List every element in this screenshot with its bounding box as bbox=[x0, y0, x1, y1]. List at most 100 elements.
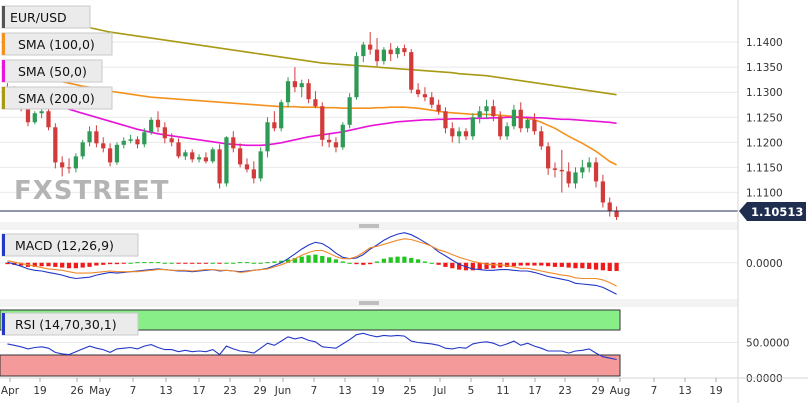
macd-bar bbox=[224, 262, 229, 264]
candle-body bbox=[279, 102, 284, 129]
macd-bar bbox=[333, 259, 339, 263]
legend-marker bbox=[2, 6, 5, 28]
macd-bar bbox=[210, 262, 215, 264]
y-tick-label: 1.1250 bbox=[746, 112, 783, 124]
macd-bar bbox=[491, 262, 496, 269]
macd-bar bbox=[18, 262, 24, 266]
candle-body bbox=[299, 83, 304, 88]
macd-bar bbox=[600, 262, 606, 271]
candle-body bbox=[121, 140, 126, 145]
legend-sma-50[interactable]: SMA (50,0) bbox=[1, 59, 103, 83]
candle-body bbox=[559, 169, 564, 172]
legend-macd[interactable]: MACD (12,26,9) bbox=[1, 233, 139, 257]
candle-body bbox=[46, 111, 51, 128]
legend-rsi[interactable]: RSI (14,70,30,1) bbox=[1, 312, 139, 336]
price-y-axis: 1.1400 1.1350 1.1300 1.1250 1.1200 1.1150 1.11… bbox=[746, 37, 783, 199]
macd-bar bbox=[169, 262, 174, 264]
panel-splitter[interactable] bbox=[0, 222, 738, 230]
candle-body bbox=[498, 116, 503, 137]
panel-splitter[interactable] bbox=[0, 299, 738, 307]
candle-body bbox=[450, 128, 455, 137]
macd-bar bbox=[539, 262, 544, 266]
y-tick-label: 1.1300 bbox=[746, 87, 783, 99]
rsi-overbought-zone bbox=[0, 309, 621, 331]
candle-body bbox=[463, 131, 469, 137]
macd-bar bbox=[306, 255, 311, 263]
macd-bar bbox=[402, 256, 407, 263]
candle-body bbox=[53, 127, 58, 163]
last-price-tag: 1.10513 bbox=[739, 202, 806, 221]
legend-sma-200[interactable]: SMA (200,0) bbox=[1, 86, 113, 110]
macd-bar bbox=[593, 262, 599, 270]
candle-body bbox=[149, 119, 154, 133]
macd-bar bbox=[101, 262, 106, 265]
rsi-oversold-zone bbox=[0, 354, 621, 377]
x-tick-label: 26 bbox=[70, 385, 84, 397]
y-tick-label: 1.1200 bbox=[746, 137, 783, 149]
last-price-label: 1.10513 bbox=[751, 205, 803, 219]
candle-body bbox=[326, 139, 332, 143]
macd-bar bbox=[155, 262, 161, 264]
macd-bar bbox=[415, 259, 421, 263]
macd-bar bbox=[580, 262, 585, 269]
macd-bar bbox=[374, 261, 380, 263]
candle-body bbox=[107, 148, 113, 163]
candle-body bbox=[388, 49, 393, 55]
candle-body bbox=[409, 52, 414, 90]
candle-body bbox=[347, 97, 352, 125]
macd-bar bbox=[203, 262, 209, 264]
x-tick-label: 29 bbox=[253, 385, 266, 397]
macd-bar bbox=[149, 262, 154, 264]
candle-body bbox=[101, 143, 106, 149]
macd-line bbox=[7, 232, 617, 295]
macd-bar bbox=[320, 255, 325, 263]
x-tick-label: 13 bbox=[678, 385, 691, 397]
macd-bar bbox=[135, 262, 140, 264]
macd-panel: 0.0000 MACD (12,26,9) bbox=[0, 232, 783, 295]
y-tick-label: 1.1400 bbox=[746, 37, 783, 49]
legend-marker bbox=[2, 33, 5, 55]
candle-body bbox=[600, 181, 606, 203]
macd-bar bbox=[566, 262, 571, 268]
legend-eurusd[interactable]: EUR/USD bbox=[1, 5, 91, 29]
candle-body bbox=[176, 142, 181, 157]
macd-bar bbox=[121, 262, 126, 264]
macd-bar bbox=[238, 262, 243, 264]
macd-bar bbox=[422, 261, 428, 263]
macd-bar bbox=[354, 262, 359, 265]
macd-bar bbox=[162, 262, 167, 264]
y-tick-label: 1.1100 bbox=[746, 187, 783, 199]
candle-body bbox=[368, 44, 373, 50]
macd-bar bbox=[326, 257, 332, 263]
candle-body bbox=[272, 122, 277, 129]
x-tick-label: 13 bbox=[338, 385, 351, 397]
splitter-bar bbox=[0, 299, 738, 307]
x-tick-label: 23 bbox=[558, 385, 571, 397]
candle-body bbox=[374, 49, 380, 62]
candle-body bbox=[210, 149, 215, 162]
legend-sma-100[interactable]: SMA (100,0) bbox=[1, 32, 113, 56]
price-grid bbox=[0, 41, 738, 193]
macd-bar bbox=[32, 262, 37, 267]
rsi-y-axis: 50.0000 0.0000 bbox=[746, 338, 789, 386]
candle-body bbox=[320, 106, 325, 140]
x-tick-label: 25 bbox=[403, 385, 416, 397]
rsi-line bbox=[7, 332, 617, 361]
macd-bar bbox=[107, 262, 113, 265]
candle-body bbox=[244, 164, 250, 170]
legend-sma-200-label: SMA (200,0) bbox=[18, 91, 95, 106]
macd-bar bbox=[272, 261, 277, 263]
macd-bar bbox=[395, 256, 400, 263]
macd-bar bbox=[614, 262, 619, 271]
legend-marker bbox=[2, 60, 5, 82]
macd-bar bbox=[251, 262, 256, 264]
x-tick-label: 5 bbox=[468, 385, 475, 397]
macd-bar bbox=[244, 262, 250, 264]
x-tick-label: Aug bbox=[610, 385, 631, 397]
y-tick-label: 0.0000 bbox=[746, 258, 783, 270]
macd-bar bbox=[511, 262, 517, 267]
macd-bar bbox=[80, 262, 85, 268]
x-tick-label: 7 bbox=[311, 385, 318, 397]
candle-body bbox=[73, 156, 78, 169]
